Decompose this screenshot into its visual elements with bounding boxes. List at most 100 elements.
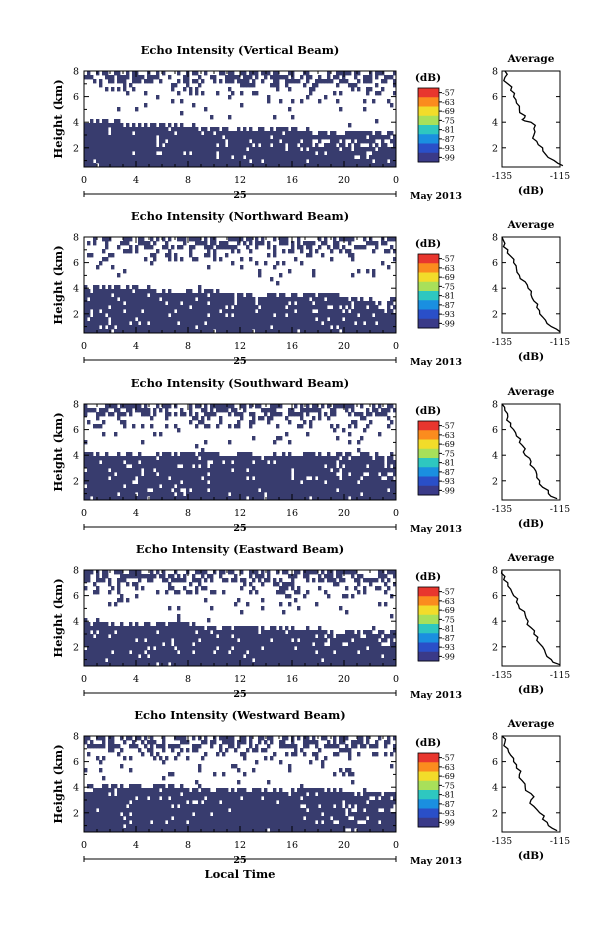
heatmap-cell	[243, 460, 247, 465]
heatmap-cell	[105, 245, 109, 250]
heatmap-cell	[270, 83, 274, 88]
heatmap-cell	[177, 151, 181, 156]
heatmap-cell	[150, 464, 154, 469]
heatmap-cell	[111, 253, 115, 258]
heatmap-cell	[270, 305, 274, 310]
heatmap-cell	[201, 460, 205, 465]
heatmap-cell	[207, 159, 211, 164]
heatmap-cell	[174, 127, 178, 132]
heatmap-cell	[312, 135, 316, 140]
heatmap-cell	[303, 456, 307, 461]
heatmap-cell	[165, 163, 169, 168]
heatmap-cell	[291, 582, 295, 587]
heatmap-cell	[147, 650, 151, 655]
heatmap-cell	[153, 634, 157, 639]
heatmap-cell	[201, 297, 205, 302]
heatmap-cell	[147, 638, 151, 643]
heatmap-cell	[276, 472, 280, 477]
heatmap-cell	[246, 456, 250, 461]
heatmap-cell	[222, 131, 226, 136]
heatmap-cell	[174, 159, 178, 164]
heatmap-cell	[372, 273, 376, 278]
heatmap-cell	[153, 456, 157, 461]
heatmap-cell	[219, 574, 223, 579]
heatmap-cell	[108, 151, 112, 156]
heatmap-cell	[207, 630, 211, 635]
colorbar-tick-label: -99	[442, 319, 455, 328]
heatmap-cell	[210, 317, 214, 322]
heatmap-cell	[330, 135, 334, 140]
heatmap-cell	[318, 305, 322, 310]
heatmap-cell	[243, 408, 247, 413]
heatmap-cell	[180, 237, 184, 242]
heatmap-cell	[177, 245, 181, 250]
heatmap-cell	[279, 143, 283, 148]
heatmap-cell	[99, 638, 103, 643]
heatmap-cell	[321, 492, 325, 497]
heatmap-cell	[177, 91, 181, 96]
heatmap-cell	[174, 83, 178, 88]
heatmap-cell	[141, 460, 145, 465]
heatmap-cell	[285, 309, 289, 314]
average-y-tick-label: 4	[492, 451, 498, 462]
heatmap-cell	[384, 151, 388, 156]
heatmap-cell	[351, 273, 355, 278]
heatmap-cell	[387, 155, 391, 160]
heatmap-cell	[294, 492, 298, 497]
heatmap-cell	[225, 325, 229, 330]
heatmap-cell	[387, 75, 391, 80]
heatmap-cell	[201, 452, 205, 457]
heatmap-cell	[333, 297, 337, 302]
heatmap-cell	[285, 325, 289, 330]
heatmap-cell	[378, 317, 382, 322]
heatmap-cell	[225, 658, 229, 663]
heatmap-cell	[252, 151, 256, 156]
heatmap-cell	[231, 404, 235, 409]
heatmap-cell	[225, 654, 229, 659]
heatmap-cell	[231, 329, 235, 334]
heatmap-cell	[126, 143, 130, 148]
heatmap-cell	[108, 582, 112, 587]
heatmap-cell	[156, 237, 160, 242]
heatmap-cell	[324, 241, 328, 246]
colorbar-segment	[418, 263, 439, 273]
heatmap-cell	[234, 574, 238, 579]
heatmap-cell	[342, 245, 346, 250]
heatmap-cell	[111, 476, 115, 481]
heatmap-cell	[282, 642, 286, 647]
heatmap-cell	[183, 480, 187, 485]
heatmap-cell	[168, 654, 172, 659]
heatmap-cell	[261, 598, 265, 603]
heatmap-cell	[303, 472, 307, 477]
heatmap-cell	[162, 650, 166, 655]
heatmap-cell	[315, 472, 319, 477]
heatmap-cell	[219, 301, 223, 306]
heatmap-cell	[171, 630, 175, 635]
heatmap-cell	[189, 412, 193, 417]
heatmap-cell	[180, 139, 184, 144]
heatmap-cell	[216, 484, 220, 489]
heatmap-cell	[96, 622, 100, 627]
heatmap-cell	[171, 147, 175, 152]
heatmap-cell	[147, 476, 151, 481]
heatmap-cell	[369, 472, 373, 477]
heatmap-cell	[99, 313, 103, 318]
y-axis-label: Height (km)	[51, 578, 65, 657]
heatmap-cell	[207, 131, 211, 136]
heatmap-cell	[144, 630, 148, 635]
heatmap-cell	[183, 79, 187, 84]
heatmap-cell	[117, 634, 121, 639]
heatmap-cell	[228, 642, 232, 647]
heatmap-cell	[318, 75, 322, 80]
heatmap-cell	[228, 317, 232, 322]
heatmap-cell	[90, 460, 94, 465]
heatmap-cell	[180, 159, 184, 164]
heatmap-cell	[228, 412, 232, 417]
heatmap-cell	[120, 484, 124, 489]
heatmap-cell	[150, 650, 154, 655]
heatmap-cell	[381, 159, 385, 164]
heatmap-cell	[120, 574, 124, 579]
heatmap-cell	[228, 488, 232, 493]
heatmap-cell	[282, 317, 286, 322]
heatmap-cell	[393, 155, 397, 160]
